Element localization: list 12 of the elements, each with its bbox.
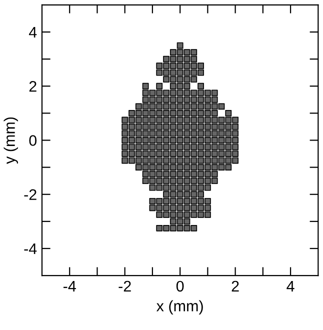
y-axis-title: y (mm): [4, 117, 18, 164]
x-tick-label: 0: [176, 280, 184, 292]
x-tick-label: -4: [63, 280, 76, 292]
y-tick-label: 2: [29, 81, 36, 92]
x-tick-label: -2: [118, 280, 131, 292]
y-tick-label: -4: [24, 244, 37, 254]
y-tick-label: 4: [28, 27, 37, 38]
y-tick-label: -2: [24, 189, 36, 200]
x-tick-label: 4: [286, 280, 294, 292]
x-tick-label: 2: [232, 280, 239, 292]
y-tick-label: 0: [29, 135, 37, 146]
x-axis-title: x (mm): [156, 300, 203, 314]
